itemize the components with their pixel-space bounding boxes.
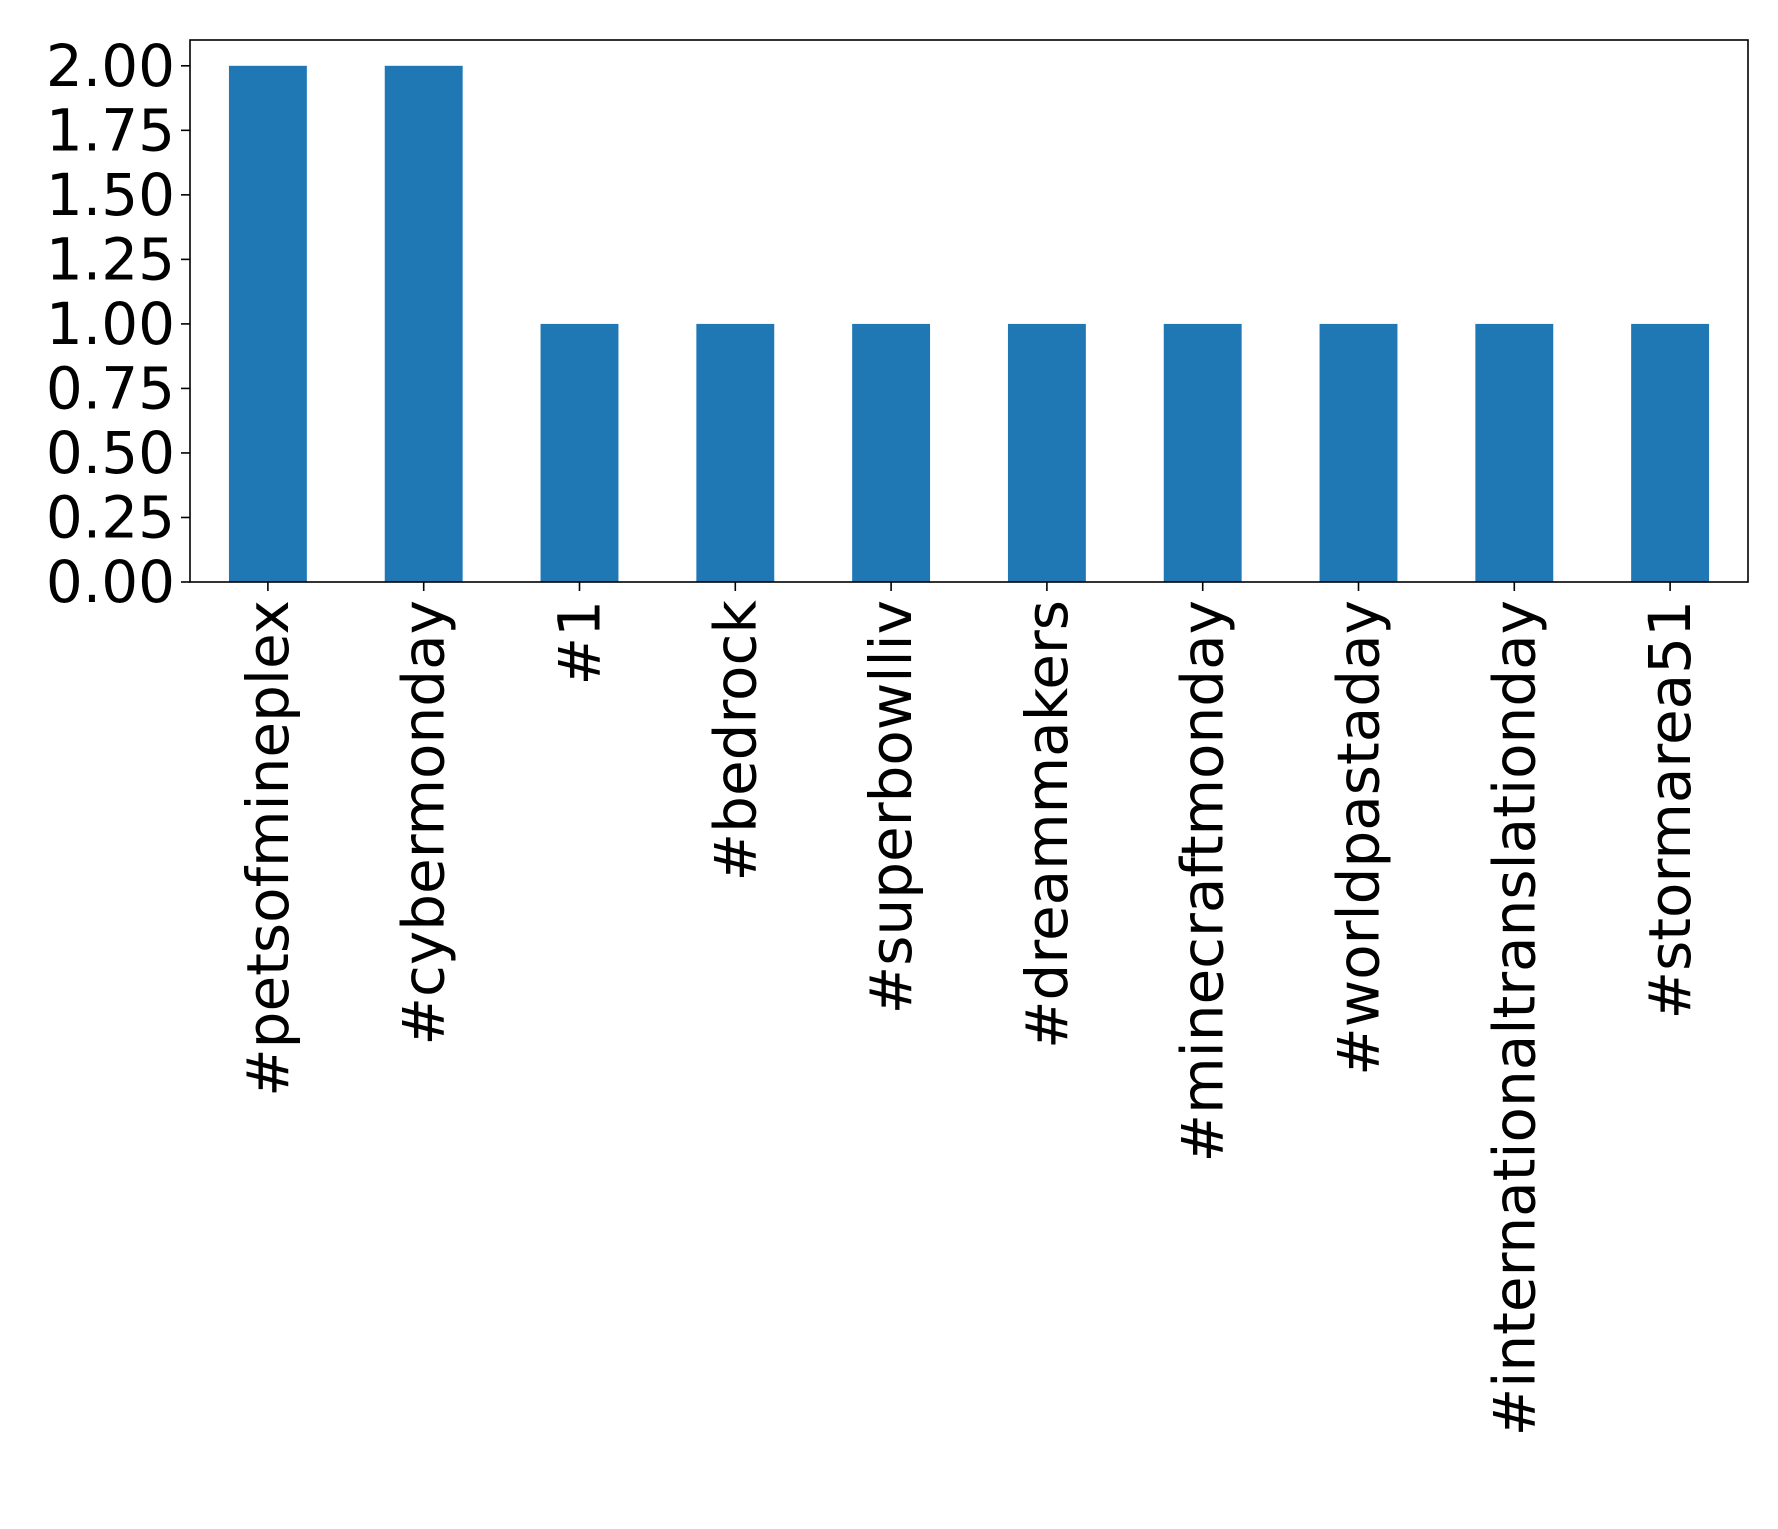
bar-4 [852,323,931,582]
bar-5 [1007,323,1086,582]
bar-8 [1475,323,1554,582]
plot-frame [189,39,1749,583]
x-axis-ticks: #petsofmineplex #cybermonday #1 #bedrock #su… [234,582,1704,1436]
x-tick-label-2: #1 [546,600,614,686]
y-tick-label-6: 1.50 [46,161,175,229]
y-tick-label-1: 0.25 [46,483,175,551]
bar-2 [540,323,619,582]
y-tick-label-8: 2.00 [46,32,175,100]
y-tick-label-7: 1.75 [46,96,175,164]
x-tick-label-9: #stormarea51 [1636,600,1704,1020]
x-tick-label-5: #dreammakers [1013,600,1081,1049]
bar-9 [1631,323,1710,582]
x-tick-label-3: #bedrock [701,600,769,882]
x-tick-label-4: #superbowlliv [857,600,925,1014]
x-tick-label-1: #cybermonday [390,600,458,1046]
bar-6 [1163,323,1242,582]
y-tick-label-3: 0.75 [46,354,175,422]
x-tick-label-6: #minecraftmonday [1169,600,1237,1163]
bar-0 [228,65,307,583]
y-tick-label-4: 1.00 [46,290,175,358]
bars-group [228,65,1710,583]
y-tick-label-5: 1.25 [46,225,175,293]
x-tick-label-0: #petsofmineplex [234,600,302,1097]
bar-3 [696,323,775,582]
bar-7 [1319,323,1398,582]
y-tick-label-0: 0.00 [46,548,175,616]
y-axis-ticks: 0.000.250.500.751.001.251.501.752.00 [46,32,190,616]
bar-1 [384,65,463,583]
x-tick-label-8: #internationaltranslationday [1480,600,1548,1436]
y-tick-label-2: 0.50 [46,419,175,487]
x-tick-label-7: #worldpastaday [1325,600,1393,1076]
